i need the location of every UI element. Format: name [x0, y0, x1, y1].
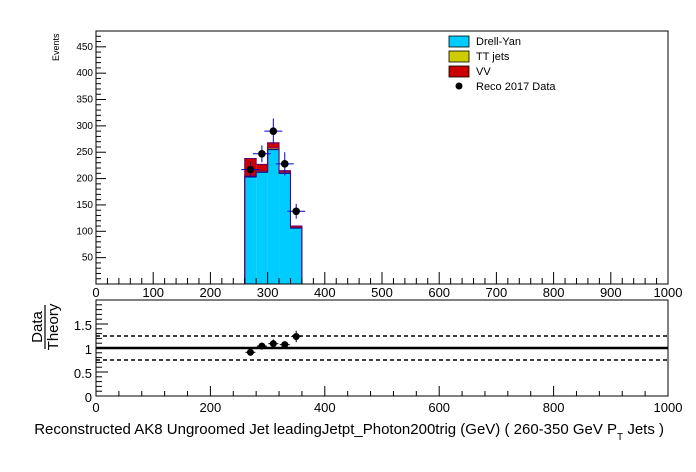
upper-y-tick-label: 200 [76, 174, 93, 185]
upper-y-tick-label: 250 [76, 147, 93, 158]
ratio-x-tick-label: 200 [200, 400, 222, 415]
ratio-x-tick-label: 1000 [654, 400, 683, 415]
upper-x-tick-label: 1000 [654, 285, 683, 300]
upper-y-tick-label: 350 [76, 95, 93, 106]
upper-y-tick-label: 150 [76, 200, 93, 211]
upper-y-tick-label: 450 [76, 42, 93, 53]
legend-swatch-vv [448, 65, 470, 78]
upper-y-tick-label: 50 [82, 253, 94, 264]
upper-plot-area: 50 100 150 200 250 300 350 400 450 0 100 200 300 400 5… [76, 30, 683, 300]
x-axis-title-subscript: T [617, 432, 623, 443]
ratio-plot-area: 0 0.5 1 1.5 0 200 400 600 800 1000 [74, 299, 683, 415]
ratio-point [246, 348, 254, 356]
data-point [258, 150, 266, 158]
bar-drell-yan-bin-4 [290, 228, 302, 284]
ratio-y-tick-label: 0.5 [74, 366, 92, 381]
bar-vv-bin-1 [256, 164, 268, 172]
bar-vv-bin-2 [267, 142, 280, 149]
bar-tt-jets-bin-1 [256, 171, 268, 173]
upper-x-tick-label: 400 [314, 285, 336, 300]
bar-vv-bin-4 [290, 226, 302, 228]
upper-y-axis-title: Events [51, 33, 61, 61]
ratio-y-tick-label: 0 [85, 390, 92, 405]
data-point [269, 127, 278, 135]
legend-marker-data [455, 82, 463, 90]
upper-y-tick-label: 100 [76, 226, 93, 237]
upper-x-tick-label: 100 [142, 285, 164, 300]
upper-x-tick-label: 900 [600, 285, 622, 300]
x-axis-title-main: Reconstructed AK8 Ungroomed Jet leadingJ… [34, 421, 617, 438]
upper-x-tick-label: 300 [257, 285, 279, 300]
legend-label-drell-yan: Drell-Yan [476, 36, 521, 48]
ratio-x-tick-label: 0 [92, 400, 99, 415]
data-point [280, 160, 289, 168]
legend-label-data: Reco 2017 Data [476, 81, 556, 93]
legend-swatch-tt-jets [448, 50, 470, 63]
upper-x-tick-label: 500 [371, 285, 393, 300]
bar-tt-jets-bin-2 [267, 148, 280, 150]
outline-drell-yan [244, 149, 303, 284]
upper-frame [95, 30, 669, 285]
upper-x-tick-label: 800 [543, 285, 565, 300]
bar-drell-yan-bin-3 [279, 173, 291, 284]
outline-tt-jets [244, 147, 303, 284]
data-point [246, 165, 255, 174]
ratio-x-tick-label: 800 [543, 400, 565, 415]
upper-x-tick-label: 600 [428, 285, 450, 300]
x-axis-title: Reconstructed AK8 Ungroomed Jet leadingJ… [34, 421, 664, 443]
x-axis-title-tail: Jets ) [623, 421, 664, 438]
ratio-point [258, 342, 266, 350]
legend: Drell-Yan TT jets VV Reco 2017 Data [444, 34, 568, 96]
ratio-y-title-numerator: Data [29, 311, 46, 343]
upper-x-tick-label: 700 [486, 285, 508, 300]
ratio-point [269, 340, 277, 348]
ratio-y-tick-label: 1 [85, 342, 92, 357]
ratio-y-tick-label: 1.5 [74, 318, 92, 333]
legend-label-tt-jets: TT jets [476, 51, 510, 63]
legend-swatch-drell-yan [448, 35, 470, 48]
ratio-y-title-denominator: Theory [45, 303, 62, 350]
ratio-point [281, 341, 289, 349]
data-point [292, 207, 301, 216]
upper-x-tick-label: 0 [92, 285, 99, 300]
ratio-x-tick-label: 600 [428, 400, 450, 415]
bar-drell-yan-bin-2 [267, 149, 280, 284]
ratio-point [292, 332, 300, 340]
upper-y-tick-label: 300 [76, 121, 93, 132]
upper-x-tick-label: 200 [200, 285, 222, 300]
legend-label-vv: VV [476, 66, 491, 78]
bar-drell-yan-bin-0 [244, 177, 257, 284]
bar-drell-yan-bin-1 [256, 172, 268, 284]
upper-y-tick-label: 400 [76, 68, 93, 79]
ratio-x-tick-label: 400 [314, 400, 336, 415]
ratio-y-axis-title: Data Theory [29, 303, 62, 350]
